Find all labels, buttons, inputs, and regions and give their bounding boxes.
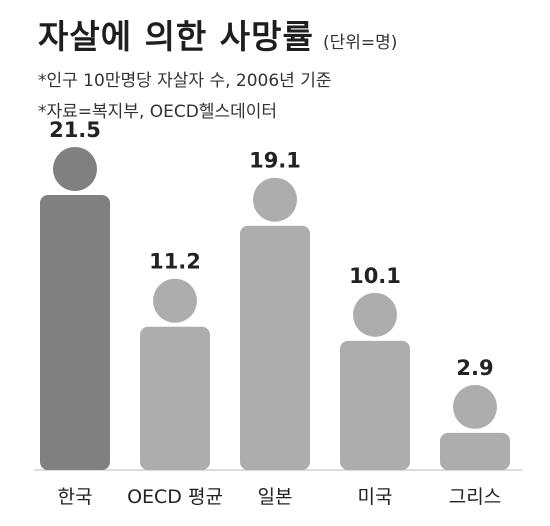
value-label-3: 10.1 — [349, 264, 401, 288]
value-label-4: 2.9 — [456, 356, 493, 380]
bar-0 — [40, 195, 110, 470]
category-label-2: 일본 — [258, 486, 293, 508]
bar-head-3 — [353, 292, 397, 337]
chart-title: 자살에 의한 사망률 — [38, 17, 314, 56]
bar-1 — [140, 326, 210, 470]
note-source: *자료=복지부, OECD헬스데이터 — [38, 102, 278, 122]
bar-3 — [340, 340, 410, 470]
value-label-1: 11.2 — [149, 250, 201, 274]
bar-4 — [440, 432, 510, 470]
category-label-1: OECD 평균 — [127, 486, 223, 508]
category-label-3: 미국 — [358, 486, 393, 508]
bars-group: 21.5 한국 11.2 OECD 평균 19.1 일본 10.1 미국 2.9 그리스 — [40, 118, 510, 508]
bar-head-0 — [53, 147, 97, 191]
note-basis: *인구 10만명당 자살자 수, 2006년 기준 — [38, 71, 332, 91]
unit-label: (단위=명) — [322, 33, 398, 53]
value-label-0: 21.5 — [49, 118, 101, 142]
category-label-4: 그리스 — [449, 486, 501, 508]
chart-title-row: 자살에 의한 사망률 (단위=명) — [38, 10, 397, 58]
bar-head-1 — [153, 278, 197, 323]
value-label-2: 19.1 — [249, 149, 301, 173]
bar-head-2 — [253, 177, 297, 222]
category-label-0: 한국 — [58, 486, 93, 508]
bar-head-4 — [453, 384, 497, 429]
bar-2 — [240, 225, 310, 470]
